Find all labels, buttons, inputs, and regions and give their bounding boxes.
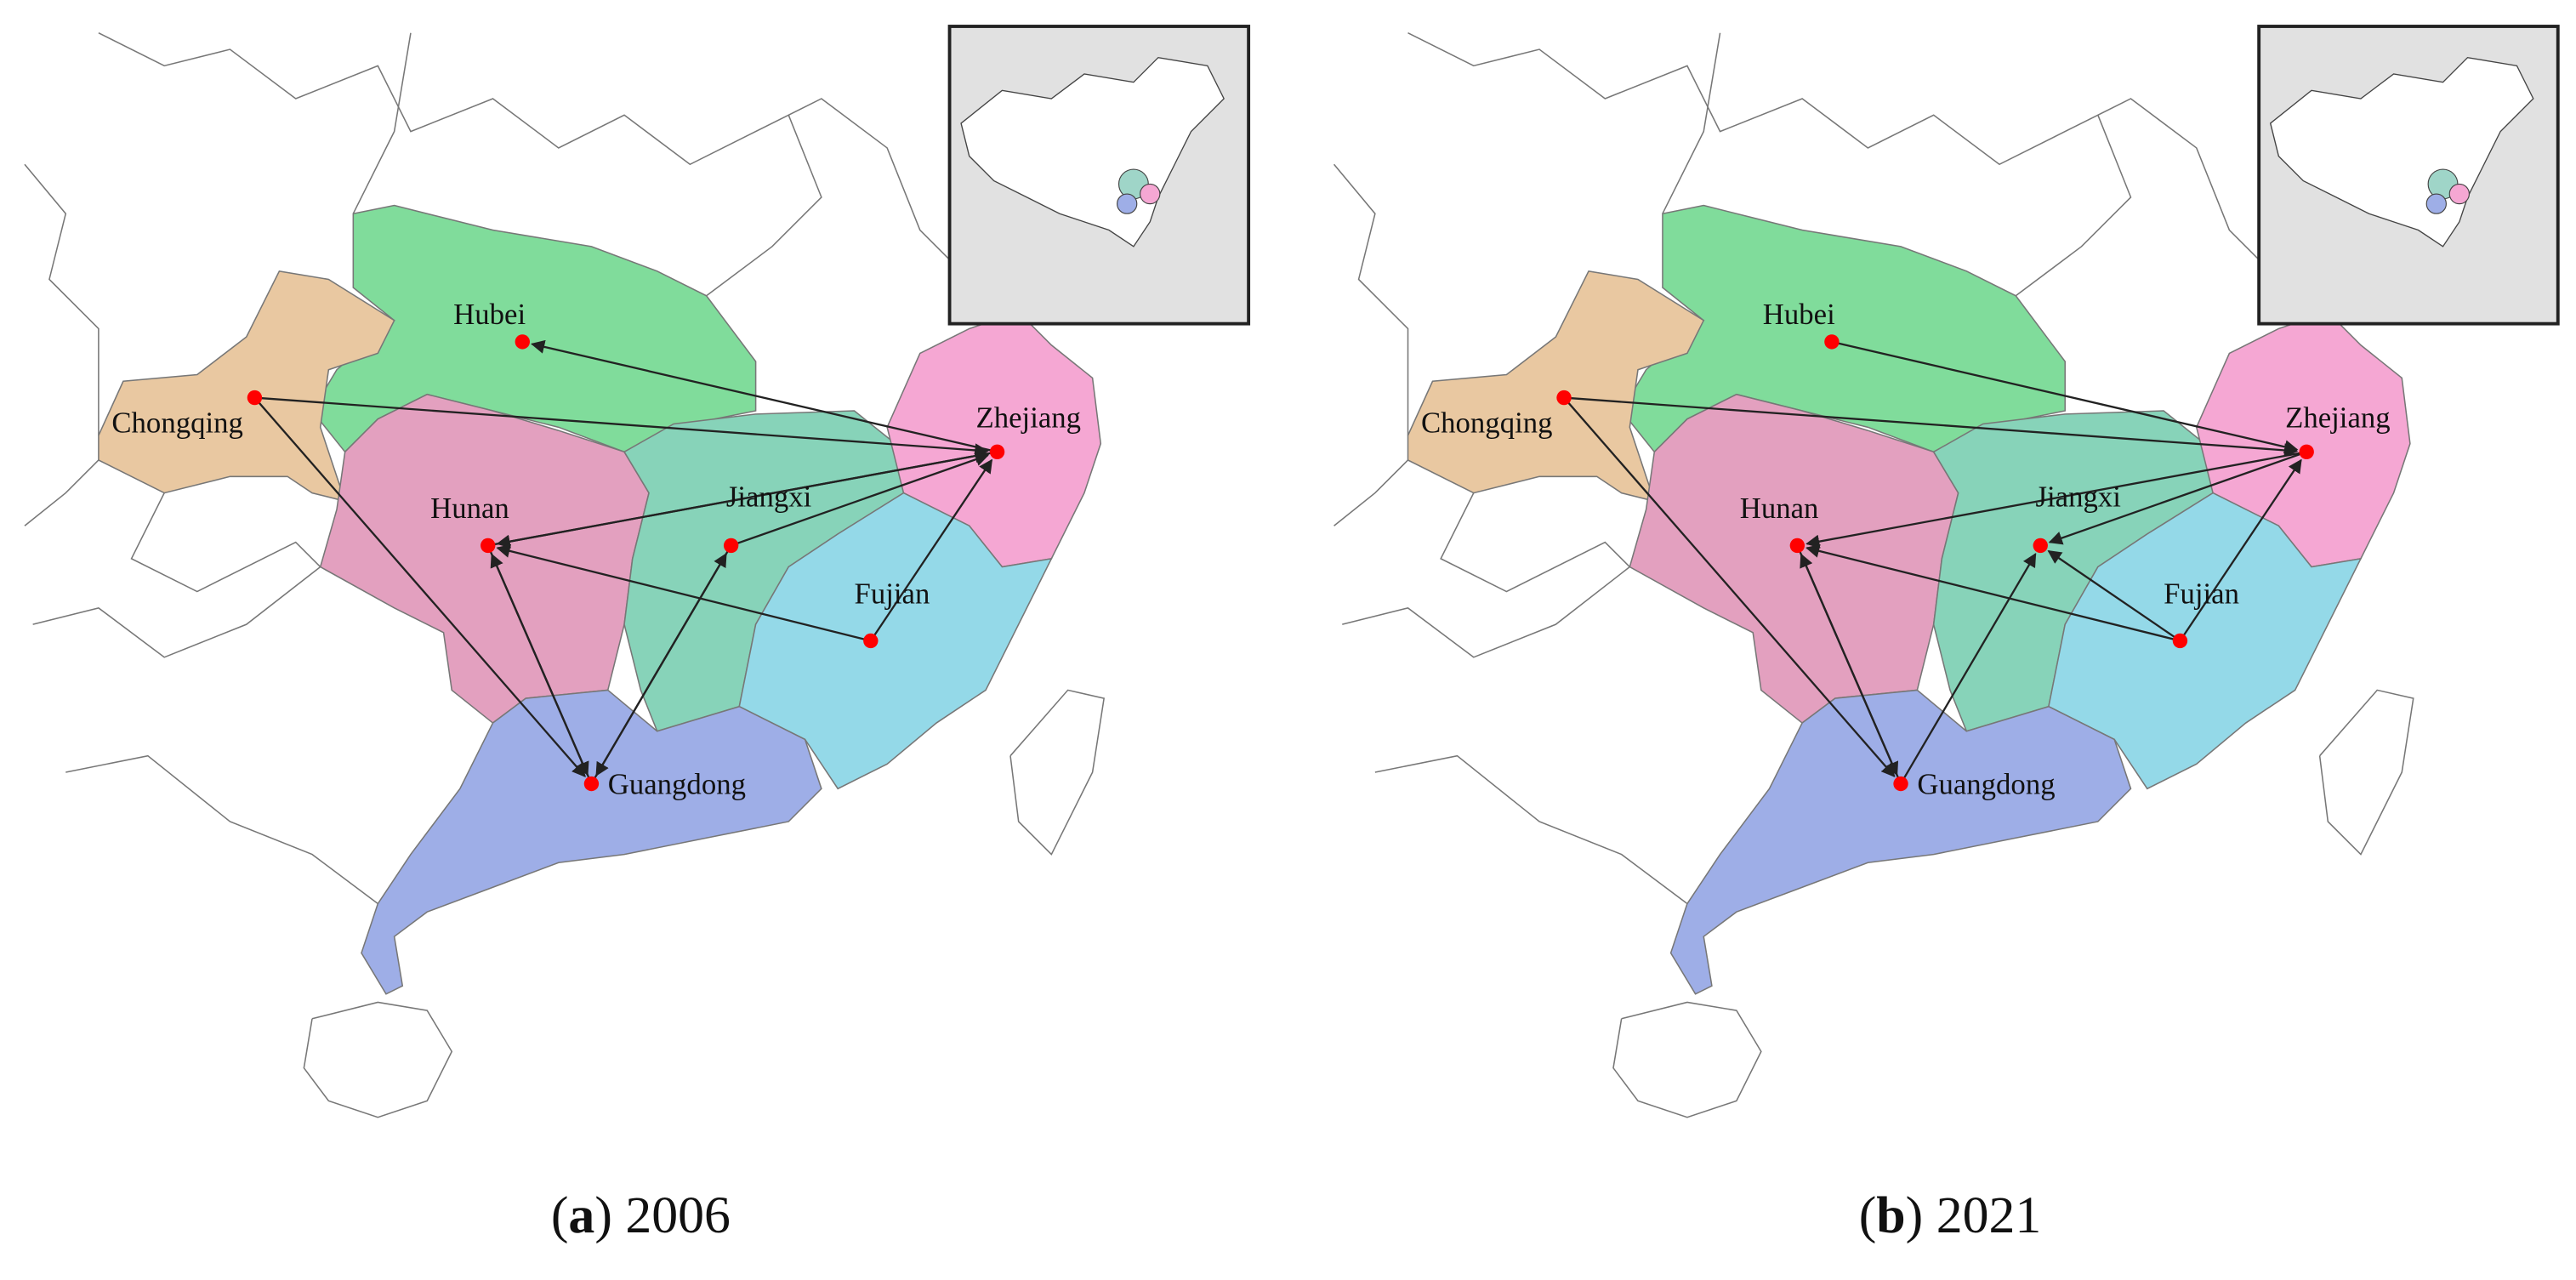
boundary	[1612, 1001, 1762, 1118]
province-dot	[723, 538, 739, 554]
flow-arrow	[1805, 543, 2181, 642]
boundary	[1333, 163, 1409, 435]
boundary	[1333, 459, 1409, 526]
inset-highlight	[2448, 183, 2471, 205]
caption: (a) 2006	[551, 1186, 731, 1244]
province-dot	[989, 444, 1005, 460]
caption-part: a	[568, 1186, 594, 1244]
boundary	[24, 459, 100, 526]
flow-arrow	[1831, 340, 2299, 454]
province-dot	[2299, 444, 2314, 460]
flow-arrow	[595, 544, 732, 777]
province-label: Chongqing	[111, 406, 243, 439]
flow-arrow	[490, 553, 593, 784]
boundary	[24, 163, 100, 435]
province-label: Zhejiang	[975, 401, 1081, 435]
province-dot	[1556, 390, 1572, 406]
boundary	[1440, 492, 1630, 593]
province-label: Jiangxi	[726, 480, 811, 513]
boundary	[2015, 115, 2132, 297]
flow-arrow	[496, 543, 872, 642]
province-dot	[2172, 633, 2188, 649]
boundary	[303, 1001, 453, 1118]
province-label: Chongqing	[1421, 406, 1553, 439]
flow-arrow	[731, 452, 990, 547]
flow-arrow	[869, 458, 993, 642]
province-dot	[515, 334, 530, 350]
boundary	[1342, 566, 1630, 658]
province-label: Guangdong	[1917, 767, 2055, 800]
province	[361, 689, 822, 995]
flow-arrow	[1900, 553, 2037, 785]
boundary	[1374, 754, 1688, 905]
province	[1629, 393, 1959, 725]
flow-arrow	[254, 396, 989, 458]
province-dot	[583, 776, 600, 792]
province	[1620, 204, 2066, 453]
caption-part: ) 2006	[594, 1186, 731, 1244]
caption-part: (	[1859, 1186, 1877, 1244]
province-dot	[1893, 776, 1908, 792]
boundary	[32, 566, 321, 658]
flow-arrow	[2048, 451, 2307, 545]
inset-country	[960, 56, 1225, 247]
province-dot	[1789, 538, 1805, 554]
province-dot	[247, 390, 263, 406]
flow-arrow	[496, 451, 998, 549]
flow-arrow	[253, 396, 586, 778]
province-label: Hubei	[1763, 298, 1835, 331]
province-label: Jiangxi	[2035, 480, 2120, 513]
inset-highlight	[2425, 193, 2447, 214]
province-dot	[863, 633, 879, 649]
inset-country	[2269, 56, 2534, 247]
caption-part: ) 2021	[1906, 1186, 2042, 1244]
caption-part: b	[1876, 1186, 1905, 1244]
map-panel: Hubei Chongqing Hunan Jiangxi Zhejiang Fujian…	[24, 25, 1251, 1244]
province-dot	[1824, 334, 1840, 350]
caption-part: (	[551, 1186, 569, 1244]
province-label: Hunan	[430, 492, 509, 525]
province	[1669, 689, 2132, 995]
province-label: Hunan	[1740, 492, 1819, 525]
flow-arrow	[2047, 549, 2181, 642]
flow-arrow	[1805, 451, 2307, 549]
boundary	[352, 32, 412, 214]
province-label: Hubei	[453, 298, 526, 331]
boundary	[1662, 32, 1721, 214]
province	[311, 204, 757, 453]
inset-highlight	[1140, 183, 1161, 205]
flow-arrow	[1800, 553, 1902, 784]
province	[98, 270, 395, 503]
flow-arrow	[2179, 458, 2302, 642]
province-label: Zhejiang	[2285, 401, 2391, 435]
province-dot	[481, 538, 496, 554]
boundary	[1009, 689, 1106, 856]
caption: (b) 2021	[1859, 1186, 2042, 1244]
boundary	[2318, 689, 2414, 856]
flow-arrow	[531, 339, 998, 453]
province	[1407, 270, 1705, 503]
province-label: Guangdong	[608, 767, 746, 800]
province-label: Fujian	[2164, 577, 2239, 610]
boundary	[130, 492, 321, 593]
boundary	[98, 32, 1020, 313]
boundary	[65, 754, 378, 905]
province-label: Fujian	[855, 577, 930, 610]
flow-arrow	[1563, 396, 1896, 778]
map-panel: Hubei Chongqing Hunan Jiangxi Zhejiang Fujian…	[1333, 25, 2560, 1244]
province	[319, 393, 650, 725]
inset-highlight	[1117, 193, 1138, 214]
flow-arrow	[1563, 396, 2299, 458]
boundary	[1407, 32, 2329, 313]
province-dot	[2033, 538, 2048, 554]
boundary	[706, 115, 822, 297]
